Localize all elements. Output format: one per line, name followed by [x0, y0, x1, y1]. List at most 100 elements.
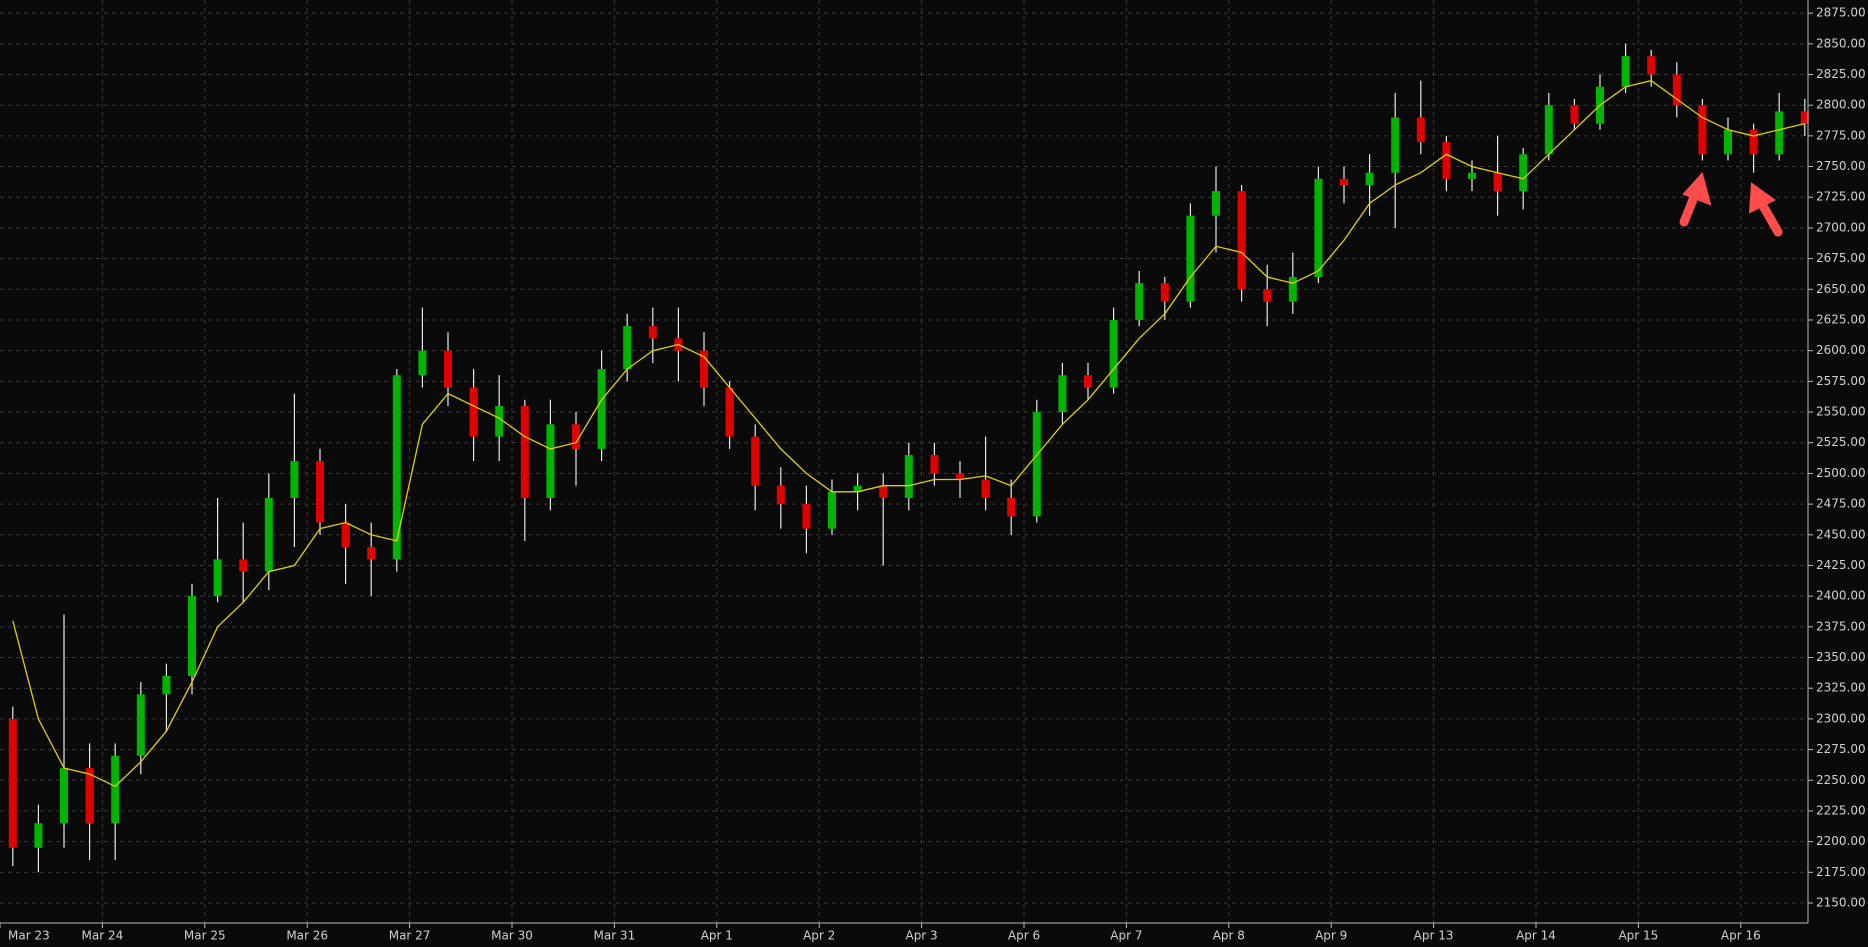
candle-body	[1391, 117, 1400, 173]
y-tick-label: 2650.00	[1816, 282, 1866, 296]
candle-body	[648, 326, 657, 339]
candle-body	[700, 350, 708, 388]
candle-body	[751, 436, 760, 486]
candle-body	[136, 694, 145, 756]
y-tick-label: 2550.00	[1816, 405, 1866, 419]
arrow-head	[1682, 171, 1712, 206]
y-tick-label: 2575.00	[1816, 374, 1866, 388]
candle-body	[8, 718, 17, 848]
x-tick-label: Mar 24	[82, 929, 124, 943]
candle-body	[853, 485, 862, 492]
candle-body	[802, 504, 811, 529]
candle-body	[239, 559, 248, 572]
candle-body	[1416, 117, 1425, 143]
candle-body	[1544, 105, 1553, 155]
grid	[0, 0, 1808, 923]
candle-body	[879, 485, 888, 498]
candle-body	[1775, 111, 1784, 155]
y-tick-label: 2525.00	[1816, 435, 1866, 449]
arrow-head	[1748, 182, 1776, 214]
y-tick-label: 2350.00	[1816, 650, 1866, 664]
y-tick-label: 2225.00	[1816, 803, 1866, 817]
candle-body	[1058, 375, 1067, 413]
candle-body	[572, 424, 580, 449]
y-tick-label: 2875.00	[1816, 6, 1866, 20]
candle-body	[1007, 497, 1016, 517]
candle-body	[1647, 56, 1656, 75]
candle-body	[162, 675, 171, 695]
candle-body	[1032, 412, 1041, 517]
candle-body	[392, 375, 401, 560]
y-tick-label: 2375.00	[1816, 619, 1866, 633]
y-tick-label: 2475.00	[1816, 497, 1866, 511]
candle-body	[418, 350, 427, 376]
y-tick-label: 2850.00	[1816, 36, 1866, 50]
candle-body	[1724, 129, 1732, 155]
candle-body	[1084, 375, 1092, 388]
labels: 2150.00 2175.00 2200.00 2225.00 2250.00 2275.…	[0, 6, 1866, 943]
y-tick-label: 2250.00	[1816, 773, 1866, 787]
y-tick-label: 2175.00	[1816, 865, 1866, 879]
x-tick-label: Mar 25	[184, 929, 226, 943]
x-tick-label: Mar 30	[491, 929, 533, 943]
candle-body	[546, 424, 555, 498]
moving-average-line	[12, 79, 1805, 788]
x-tick-label: Apr 16	[1721, 929, 1761, 943]
candle-body	[1570, 105, 1579, 124]
candle-body	[1237, 191, 1246, 290]
candle-body	[1442, 142, 1451, 179]
candle-body	[1186, 215, 1195, 302]
x-tick-label: Apr 14	[1516, 929, 1556, 943]
y-tick-label: 2150.00	[1816, 895, 1866, 909]
candle-body	[776, 485, 785, 505]
x-tick-label: Apr 7	[1110, 929, 1142, 943]
y-tick-label: 2775.00	[1816, 128, 1866, 142]
candle-body	[1672, 74, 1681, 106]
y-tick-label: 2750.00	[1816, 159, 1866, 173]
x-tick-label: Apr 2	[803, 929, 835, 943]
candle-body	[495, 405, 504, 437]
candle-body	[290, 461, 299, 498]
candle-body	[188, 596, 196, 676]
candle-body	[444, 350, 452, 388]
candle-body	[1263, 289, 1272, 302]
candle-body	[341, 522, 350, 548]
candle-body	[520, 405, 529, 498]
x-tick-label: Apr 6	[1008, 929, 1040, 943]
x-tick-label: Apr 15	[1618, 929, 1658, 943]
x-tick-label: Mar 27	[389, 929, 431, 943]
y-tick-label: 2200.00	[1816, 834, 1866, 848]
candle-body	[930, 454, 939, 474]
marks	[8, 43, 1809, 873]
candle-body	[956, 473, 964, 480]
y-tick-label: 2500.00	[1816, 466, 1866, 480]
x-tick-label: Apr 3	[905, 929, 937, 943]
candle-body	[213, 559, 222, 597]
x-tick-label: Apr 1	[701, 929, 733, 943]
candle-body	[1288, 277, 1297, 302]
arrow	[1757, 199, 1783, 237]
candle-body	[34, 823, 43, 848]
y-tick-label: 2600.00	[1816, 343, 1866, 357]
candle-body	[1749, 129, 1758, 155]
y-tick-label: 2725.00	[1816, 190, 1866, 204]
y-tick-label: 2825.00	[1816, 67, 1866, 81]
candle-body	[367, 547, 376, 560]
candle-body	[469, 387, 478, 437]
y-tick-label: 2625.00	[1816, 312, 1866, 326]
x-tick-label: Mar 31	[594, 929, 636, 943]
candle-body	[1160, 283, 1169, 302]
annotation-arrows	[1679, 171, 1783, 237]
y-tick-label: 2425.00	[1816, 558, 1866, 572]
candle-body	[1365, 172, 1374, 185]
candle-body	[1468, 172, 1476, 179]
x-tick-label: Apr 13	[1414, 929, 1454, 943]
candle-body	[981, 479, 990, 498]
candle-body	[623, 326, 632, 370]
candle-body	[1800, 111, 1809, 124]
x-tick-label: Mar 26	[286, 929, 328, 943]
candle-body	[316, 461, 324, 523]
candle-body	[1519, 154, 1528, 192]
